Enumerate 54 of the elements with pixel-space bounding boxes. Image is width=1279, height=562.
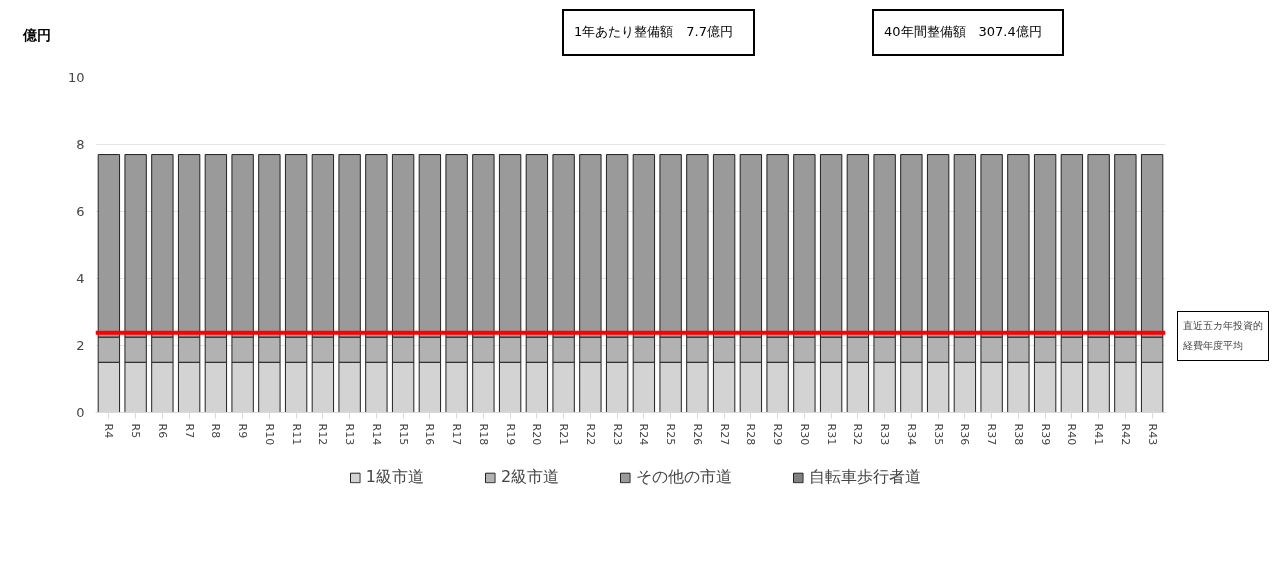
x-tick-label: R37 (985, 423, 999, 446)
x-tick-label: R36 (958, 423, 972, 446)
x-tick-label: R15 (396, 423, 410, 446)
y-tick-label: 8 (76, 137, 85, 152)
x-tick-label: R43 (1145, 423, 1159, 446)
text: 40年間整備額 307.4億円 (872, 9, 1064, 56)
y-tick-label: 2 (76, 338, 85, 353)
x-tick-label: R30 (797, 423, 811, 446)
x-tick-label: R7 (182, 423, 196, 439)
y-tick-label: 6 (76, 204, 85, 219)
legend-label: 1級市道 (365, 466, 424, 488)
x-tick-label: R40 (1065, 423, 1079, 446)
x-tick-label: R14 (369, 423, 383, 446)
legend-label: 自転車歩行者道 (809, 466, 922, 488)
x-tick-label: R12 (316, 423, 330, 446)
x-tick-label: R4 (102, 423, 116, 439)
x-tick-label: R21 (557, 423, 571, 446)
x-tick-label: R29 (771, 423, 785, 446)
legend-label: 2級市道 (501, 466, 560, 488)
x-tick-label: R38 (1011, 423, 1025, 446)
x-tick-label: R33 (878, 423, 892, 446)
text: 1年あたり整備額 7.7億円 (562, 9, 755, 56)
y-tick-label: 10 (67, 70, 85, 85)
x-tick-label: R27 (717, 423, 731, 446)
x-tick-label: R39 (1038, 423, 1052, 446)
x-tick-label: R5 (129, 423, 143, 439)
ref-line-label: 直近五カ年投資的経費年度平均 (1183, 319, 1263, 353)
x-tick-label: R16 (423, 423, 437, 446)
x-tick-label: R28 (744, 423, 758, 446)
x-tick-label: R22 (583, 423, 597, 446)
x-tick-label: R6 (155, 423, 169, 439)
x-tick-label: R11 (289, 423, 303, 446)
x-tick-label: R24 (637, 423, 651, 446)
y-axis-title: 億円 (23, 26, 51, 45)
x-tick-label: R35 (931, 423, 945, 446)
y-tick-label: 0 (76, 405, 85, 420)
legend-label: その他の市道 (636, 466, 733, 488)
x-tick-label: R23 (610, 423, 624, 446)
x-tick-label: R26 (690, 423, 704, 446)
x-tick-label: R19 (503, 423, 517, 446)
x-tick-label: R13 (343, 423, 357, 446)
x-tick-label: R25 (664, 423, 678, 446)
x-tick-label: R41 (1092, 423, 1106, 446)
x-tick-label: R20 (530, 423, 544, 446)
x-tick-label: R8 (209, 423, 223, 439)
x-tick-label: R10 (262, 423, 276, 446)
x-tick-label: R9 (236, 423, 250, 439)
x-tick-label: R17 (450, 423, 464, 446)
x-tick-label: R31 (824, 423, 838, 446)
x-tick-label: R18 (476, 423, 490, 446)
x-tick-label: R42 (1118, 423, 1132, 446)
x-tick-label: R32 (851, 423, 865, 446)
x-tick-label: R34 (904, 423, 918, 446)
y-tick-label: 4 (76, 271, 85, 286)
